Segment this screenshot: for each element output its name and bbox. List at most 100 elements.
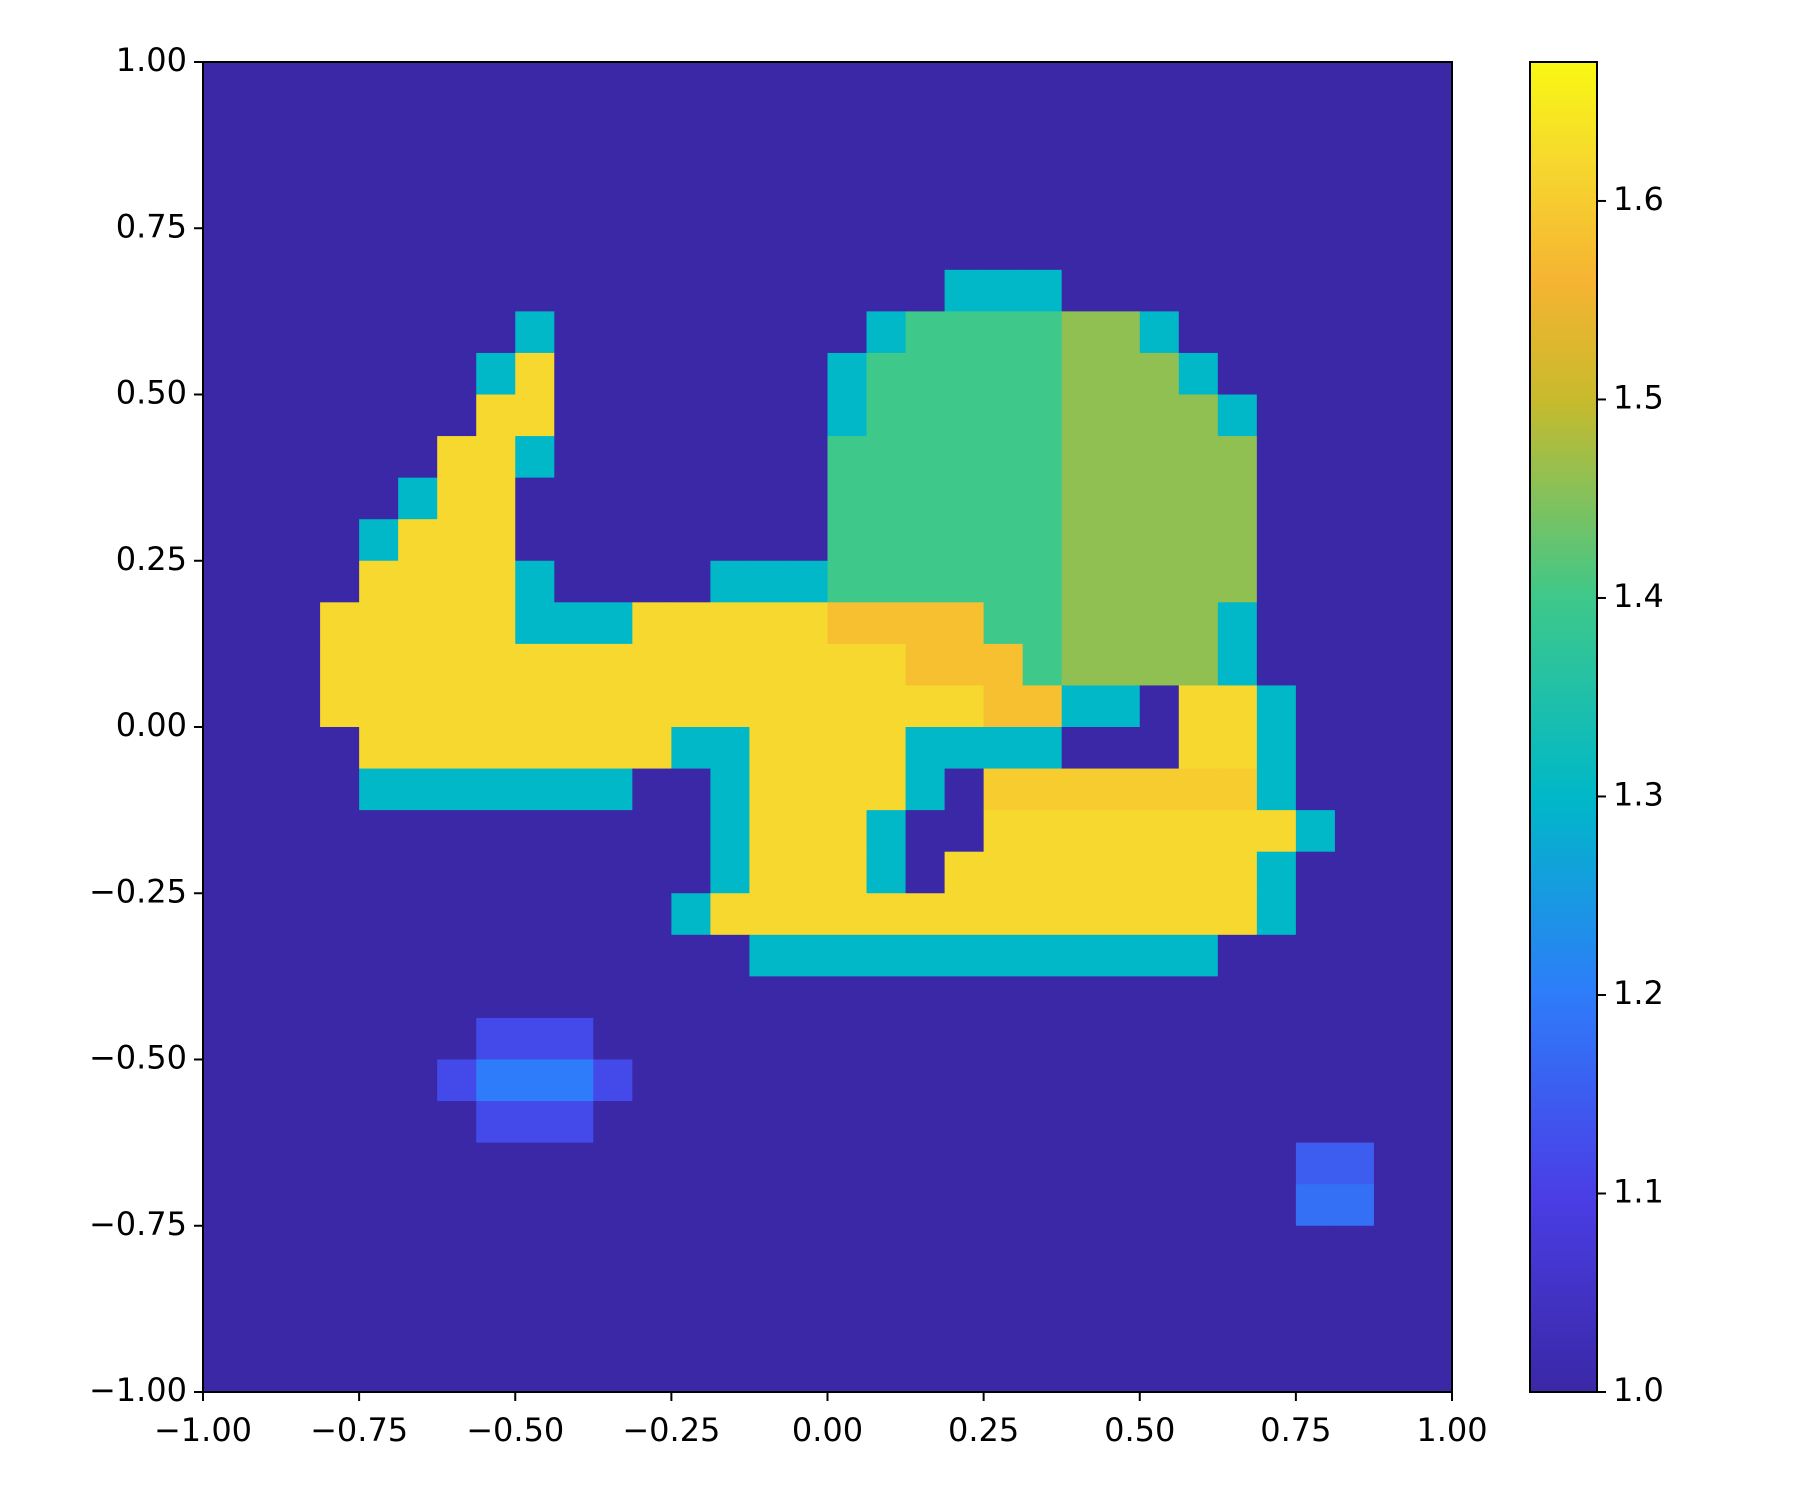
cell [1100,768,1141,811]
cell [1061,1184,1102,1227]
cell [866,1350,907,1393]
cell [788,311,829,354]
cell [203,934,243,977]
cell [827,768,868,811]
cell [1178,685,1219,728]
cell [593,934,633,977]
cell [398,976,438,1019]
cell [710,934,751,977]
cell [320,1308,360,1352]
cell [671,145,712,188]
cell [905,62,946,105]
cell [281,1101,321,1144]
cell [1100,560,1141,603]
cell [1061,103,1102,146]
cell [1256,436,1297,479]
cell [632,893,672,936]
x-tick-label: 0.75 [1260,1411,1331,1449]
cell [242,643,282,687]
cell [1217,352,1258,396]
cell [1022,145,1063,188]
cell [437,1142,477,1185]
cell [866,62,907,105]
cell [515,1142,555,1185]
cell [1256,1267,1297,1310]
cell [905,1101,946,1144]
cell [1373,1101,1414,1144]
cell [788,602,829,645]
cell [710,727,751,770]
cell [905,1184,946,1227]
cell [671,519,712,562]
cell [866,311,907,354]
cell [359,394,399,437]
x-tick-label: −0.50 [466,1411,564,1449]
cell [749,976,790,1019]
cell [1295,685,1336,728]
cell [983,394,1024,437]
cell [944,560,985,603]
cell [1061,1267,1102,1310]
cell [515,1308,555,1352]
cell [905,976,946,1019]
cell [593,1059,633,1102]
cell [1139,1308,1180,1352]
cell [944,477,985,520]
cell [1022,1017,1063,1061]
cell [827,1350,868,1393]
cell [1217,228,1258,271]
cell [827,352,868,396]
cell [905,1267,946,1310]
cell [1217,851,1258,894]
cell [1256,1225,1297,1268]
cell [632,1350,672,1393]
cell [203,519,243,562]
cell [281,851,321,894]
cell [944,186,985,229]
cell [203,602,243,645]
cell [1100,1017,1141,1061]
cell [320,519,360,562]
cell [554,1017,594,1061]
cell [632,311,672,354]
cell [1022,1059,1063,1102]
cell [593,269,633,312]
cell [632,643,672,687]
cell [554,1225,594,1268]
cell [437,727,477,770]
cell [1100,311,1141,354]
cell [710,1308,751,1352]
cell [281,893,321,936]
cell [242,1017,282,1061]
cell [866,893,907,936]
cell [632,1142,672,1185]
cell [437,228,477,271]
cell [905,311,946,354]
cell [866,1184,907,1227]
cell [281,1308,321,1352]
cell [1412,1350,1453,1393]
cell [1139,851,1180,894]
cell [788,934,829,977]
cell [944,1267,985,1310]
cell [476,311,516,354]
cell [281,1059,321,1102]
cell [710,519,751,562]
cell [749,228,790,271]
cell [1100,643,1141,687]
cell [203,893,243,936]
cell [1022,1267,1063,1310]
cell [554,394,594,437]
cell [203,145,243,188]
cell [515,436,555,479]
cell [1061,851,1102,894]
cell [983,1101,1024,1144]
cell [632,976,672,1019]
cell [632,810,672,853]
cell [749,186,790,229]
cell [671,1142,712,1185]
cell [710,311,751,354]
cell [1139,1350,1180,1393]
colorbar [1529,61,1598,1393]
cell [515,311,555,354]
